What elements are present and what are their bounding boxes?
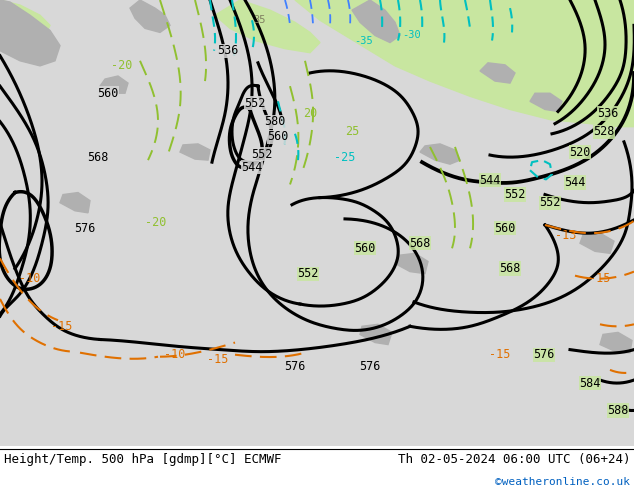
Text: 520: 520: [569, 146, 591, 158]
Text: 560: 560: [97, 87, 119, 100]
Text: 568: 568: [410, 237, 430, 250]
Polygon shape: [420, 144, 460, 164]
Text: 576: 576: [284, 360, 306, 373]
Text: 568: 568: [500, 262, 521, 275]
Text: 552: 552: [540, 196, 560, 209]
Text: Th 02-05-2024 06:00 UTC (06+24): Th 02-05-2024 06:00 UTC (06+24): [398, 453, 630, 466]
Text: -15: -15: [51, 320, 73, 333]
Polygon shape: [100, 76, 128, 93]
Text: 536: 536: [597, 107, 619, 120]
Polygon shape: [530, 93, 562, 112]
Text: 568: 568: [87, 150, 108, 164]
Text: 552: 552: [244, 97, 266, 110]
Text: 25: 25: [345, 125, 359, 138]
Polygon shape: [130, 0, 170, 32]
Text: -10: -10: [19, 272, 41, 285]
Text: 552: 552: [504, 188, 526, 201]
Polygon shape: [580, 233, 614, 253]
Text: 580: 580: [264, 115, 286, 128]
Text: 576: 576: [74, 221, 96, 235]
Polygon shape: [395, 253, 428, 273]
Text: 552: 552: [251, 147, 273, 161]
Text: 576: 576: [533, 348, 555, 361]
Text: 536: 536: [217, 44, 238, 57]
Text: -15: -15: [489, 348, 511, 361]
Text: 552: 552: [297, 267, 319, 280]
Text: 544: 544: [479, 174, 501, 187]
Polygon shape: [540, 0, 634, 35]
Polygon shape: [430, 0, 634, 76]
Text: 560: 560: [354, 242, 376, 255]
Text: 576: 576: [359, 360, 380, 373]
Text: 560: 560: [268, 130, 288, 143]
Text: -15: -15: [590, 272, 611, 285]
Polygon shape: [310, 0, 634, 101]
Polygon shape: [352, 0, 400, 43]
Text: Height/Temp. 500 hPa [gdmp][°C] ECMWF: Height/Temp. 500 hPa [gdmp][°C] ECMWF: [4, 453, 281, 466]
Polygon shape: [350, 0, 634, 101]
Polygon shape: [60, 193, 90, 213]
Polygon shape: [300, 0, 634, 96]
Polygon shape: [215, 0, 320, 53]
Text: ©weatheronline.co.uk: ©weatheronline.co.uk: [495, 477, 630, 487]
Text: 528: 528: [593, 125, 615, 138]
Polygon shape: [480, 63, 515, 83]
Polygon shape: [500, 0, 634, 59]
Polygon shape: [490, 0, 634, 73]
Text: 35: 35: [254, 15, 266, 25]
Polygon shape: [295, 0, 634, 127]
Text: 588: 588: [607, 404, 629, 417]
Text: -25: -25: [334, 150, 356, 164]
Polygon shape: [360, 324, 392, 344]
Text: 584: 584: [579, 377, 600, 390]
Text: 20: 20: [303, 107, 317, 120]
Polygon shape: [0, 0, 60, 66]
Text: -35: -35: [354, 36, 373, 46]
Polygon shape: [180, 144, 210, 160]
Text: -13: -13: [555, 229, 577, 242]
Polygon shape: [0, 0, 50, 41]
Text: -10: -10: [164, 348, 186, 361]
Text: -20: -20: [112, 59, 133, 73]
Text: -30: -30: [403, 30, 422, 41]
Text: 544: 544: [242, 161, 262, 174]
Text: 560: 560: [495, 221, 515, 235]
Text: 544: 544: [564, 176, 586, 189]
Text: -20: -20: [145, 217, 167, 229]
Text: -15: -15: [207, 353, 229, 366]
Polygon shape: [600, 332, 632, 353]
